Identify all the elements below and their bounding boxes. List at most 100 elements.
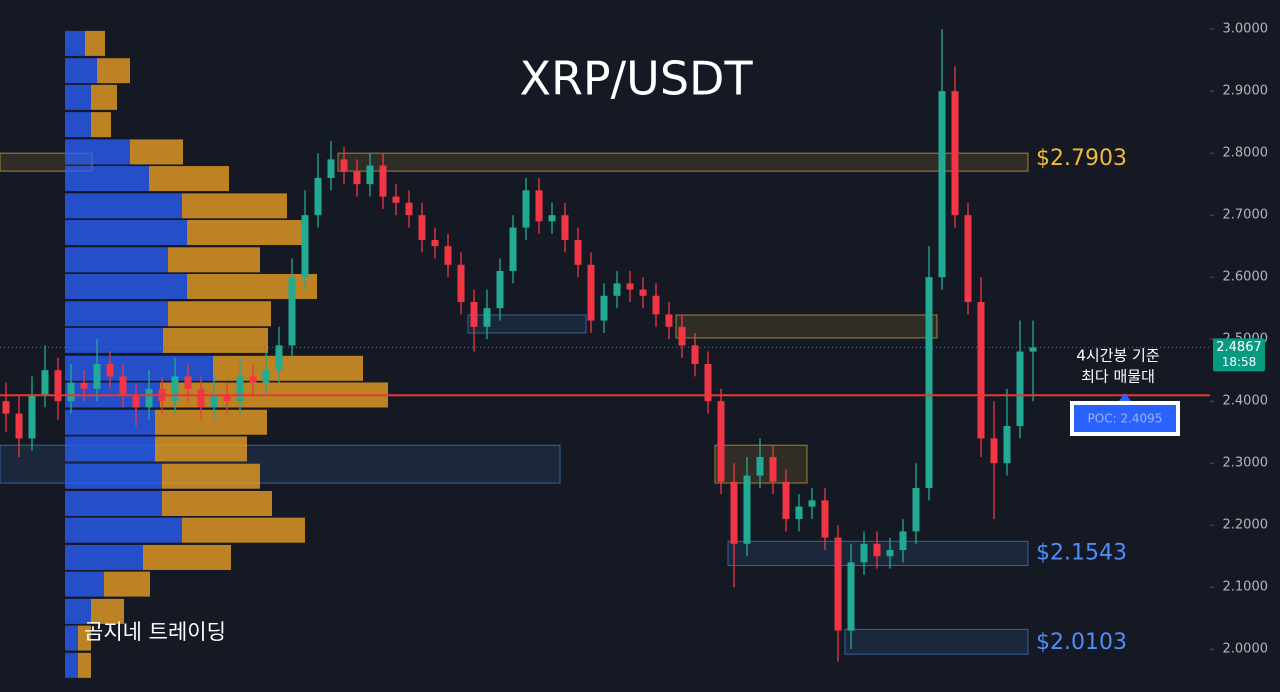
volume-buy (65, 30, 85, 56)
candle-body (626, 283, 634, 290)
volume-buy (65, 490, 162, 516)
volume-buy (65, 625, 78, 651)
candle-body (340, 159, 348, 172)
volume-sell (104, 571, 150, 597)
volume-buy (65, 571, 104, 597)
volume-buy (65, 301, 168, 327)
candle-body (145, 388, 153, 408)
candle-body (886, 550, 894, 557)
y-tick-label: 2.1000 (1223, 580, 1269, 595)
candle-body (314, 177, 322, 216)
y-tick-label: 3.0000 (1223, 22, 1269, 37)
candle-body (2, 401, 10, 414)
candle-body (223, 394, 231, 402)
candle-body (275, 345, 283, 371)
volume-sell (182, 517, 305, 543)
candle-body (41, 370, 49, 395)
volume-buy (65, 652, 78, 678)
candle-body (756, 456, 764, 476)
volume-sell (91, 84, 117, 110)
volume-buy (65, 220, 187, 246)
volume-buy (65, 409, 155, 435)
candle-body (860, 543, 868, 563)
candle-body (301, 215, 309, 278)
candle-body (587, 264, 595, 321)
candle-body (782, 481, 790, 519)
candle-body (873, 543, 881, 557)
candle-body (730, 481, 738, 544)
candle-body (288, 277, 296, 346)
volume-sell (213, 355, 363, 381)
candle-body (535, 190, 543, 222)
candle-body (431, 239, 439, 247)
candle-body (249, 376, 257, 383)
candle-body (574, 239, 582, 265)
candle-body (717, 401, 725, 482)
last-price-tag (1213, 338, 1265, 372)
candle-body (54, 370, 62, 402)
candle-body (379, 165, 387, 197)
candle-body (470, 301, 478, 327)
candle-body (769, 456, 777, 482)
candle-body (600, 295, 608, 321)
y-tick-label: 2.6000 (1223, 270, 1269, 285)
candle-body (509, 227, 517, 271)
volume-buy (65, 273, 187, 299)
candle-body (392, 196, 400, 203)
zone (467, 314, 587, 334)
candle-body (899, 531, 907, 551)
volume-sell (155, 409, 267, 435)
candle-body (652, 295, 660, 315)
volume-buy (65, 436, 155, 462)
candle-body (132, 394, 140, 408)
zone (714, 444, 808, 484)
volume-sell (155, 436, 247, 462)
candle-body (1003, 425, 1011, 464)
volume-sell (162, 490, 272, 516)
volume-buy (65, 193, 182, 219)
last-price-label: 2.4867 (1216, 340, 1262, 355)
candle-body (847, 562, 855, 631)
y-tick-label: 2.2000 (1223, 518, 1269, 533)
volume-sell (85, 30, 105, 56)
level-label: $2.1543 (1036, 541, 1127, 566)
candle-body (106, 363, 114, 377)
volume-sell (91, 112, 111, 138)
volume-sell (187, 273, 317, 299)
candle-body (964, 215, 972, 302)
candle-body (236, 376, 244, 402)
poc-box (1074, 405, 1176, 432)
candle-body (548, 215, 556, 222)
candle-body (795, 506, 803, 519)
poc-label: POC: 2.4095 (1088, 412, 1163, 426)
candle-body (418, 215, 426, 240)
volume-sell (91, 598, 124, 624)
volume-buy (65, 112, 91, 138)
candle-body (405, 202, 413, 216)
candle-body (1029, 347, 1037, 352)
candle-body (808, 500, 816, 507)
candle-body (93, 363, 101, 389)
y-tick-label: 2.0000 (1223, 642, 1269, 657)
last-price-time: 18:58 (1222, 355, 1257, 369)
volume-sell (168, 301, 271, 327)
volume-sell (143, 544, 231, 570)
candle-body (990, 438, 998, 464)
volume-sell (163, 327, 268, 353)
y-tick-label: 2.3000 (1223, 456, 1269, 471)
candle-body (496, 270, 504, 309)
volume-buy (65, 598, 91, 624)
candle-body (665, 314, 673, 327)
candle-body (938, 91, 946, 278)
zone (337, 152, 1029, 172)
level-label: $2.0103 (1036, 630, 1127, 655)
candle-body (691, 345, 699, 364)
candle-body (210, 394, 218, 408)
candle-body (1016, 351, 1024, 426)
zone (675, 314, 938, 339)
candle-body (951, 91, 959, 216)
candle-body (678, 326, 686, 346)
chart-title: XRP/USDT (519, 52, 753, 106)
candle-body (15, 413, 23, 439)
